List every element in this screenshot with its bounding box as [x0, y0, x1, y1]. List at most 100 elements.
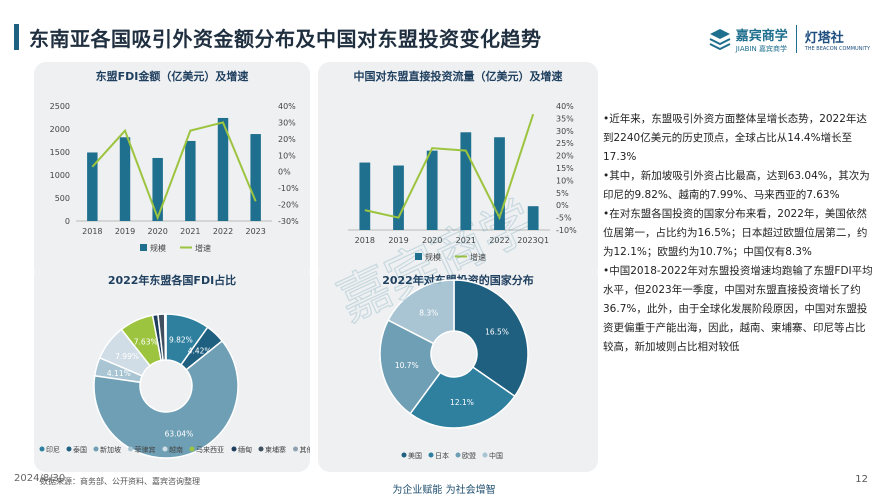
legend-label: 缅甸 [238, 445, 252, 454]
y-right-tick-label: 20% [278, 135, 296, 144]
slice-data-label: 8.3% [419, 309, 438, 318]
x-tick-label: 2022 [213, 227, 233, 236]
growth-line [364, 113, 535, 221]
y-left-tick-label: 500 [55, 194, 70, 203]
logo-divider [795, 25, 797, 53]
legend-swatch-scale [415, 253, 422, 260]
y-left-tick-label: 2000 [50, 125, 70, 134]
pie-slice [93, 339, 239, 459]
y-right-tick-label: 40% [278, 102, 296, 111]
bar [460, 132, 472, 230]
legend-label-growth: 增速 [470, 252, 486, 262]
y-right-tick-label: 15% [556, 164, 574, 173]
y-left-tick-label: 0 [65, 217, 70, 226]
x-tick-label: 2022 [489, 236, 509, 245]
footer-slogan: 为企业赋能 为社会增智 [392, 485, 496, 496]
page-title: 东南亚各国吸引外资金额分布及中国对东盟投资变化趋势 [29, 26, 542, 51]
legend-swatch [128, 446, 133, 452]
bar [152, 157, 163, 221]
y-right-tick-label: 30% [556, 127, 574, 136]
china-flow-chart-title: 中国对东盟直接投资流量（亿美元）及增速 [353, 70, 563, 83]
bar [119, 137, 131, 221]
title-row: 东南亚各国吸引外资金额分布及中国对东盟投资变化趋势 [14, 22, 542, 52]
legend-swatch [189, 446, 195, 452]
legend-swatch [455, 452, 461, 458]
y-left-tick-label: 2500 [50, 102, 70, 111]
y-left-tick-label: 1500 [50, 148, 70, 157]
fdi-share-chart: 9.82% 4.42% 63.04% 4.11% 7.99% 7.63% 印尼 泰国 新加坡 菲律… [39, 313, 311, 459]
legend-swatch [482, 452, 488, 458]
legend-label-scale: 规模 [425, 252, 441, 262]
y-right-tick-label: -10% [556, 226, 577, 235]
fdi-share-panel: 2022年东盟各国FDI占比 9.82% 4.42% 63.04% 4.11% 7.99… [34, 264, 310, 472]
x-tick-label: 2023 [245, 227, 265, 236]
y-right-tick-label: 40% [556, 102, 574, 111]
legend-label-scale: 规模 [150, 243, 166, 253]
bar [217, 117, 229, 221]
dengta-logo: 灯塔社 THE BEACON COMMUNITY [805, 27, 870, 52]
bar [494, 137, 505, 230]
fdi-panel: 东盟FDI金额（亿美元）及增速 0 500 1000 1500 2000 2500 -30%… [34, 62, 310, 280]
y-right-tick-label: 25% [556, 139, 574, 148]
legend-label-growth: 增速 [195, 243, 211, 253]
legend-label: 越南 [169, 445, 183, 454]
legend-label: 中国 [489, 451, 503, 460]
x-tick-label: 2020 [147, 227, 167, 236]
jiabin-logo-icon [709, 29, 731, 50]
analysis-notes: •近年来，东盟吸引外资方面整体呈增长态势，2022年达到2240亿美元的历史顶点… [603, 110, 875, 357]
jiabin-logo: 嘉宾商学 JIABIN 嘉宾商学 [708, 25, 788, 54]
bar [185, 140, 196, 221]
x-tick-label: 2019 [115, 227, 135, 236]
note-item: •中国2018-2022年对东盟投资增速均跑输了东盟FDI平均水平，但2023年… [603, 265, 873, 353]
x-tick-label: 2020 [422, 236, 442, 245]
pie-slice [409, 366, 516, 429]
jiabin-logo-text: 嘉宾商学 [735, 28, 788, 44]
legend-label: 其他 [300, 445, 311, 454]
dengta-logo-text: 灯塔社 [804, 30, 844, 46]
slice-data-label: 16.5% [485, 328, 509, 337]
y-right-tick-label: 0% [278, 168, 291, 177]
x-tick-label: 2018 [355, 236, 375, 245]
note-item: •在对东盟各国投资的国家分布来看，2022年，美国依然位居第一，占比约为16.5… [603, 208, 868, 258]
pie-slice [379, 319, 442, 415]
legend-label: 马来西亚 [196, 446, 224, 454]
growth-line [91, 121, 257, 221]
legend-swatch [293, 446, 298, 452]
legend-swatch [93, 446, 99, 452]
x-tick-label: 2021 [456, 236, 476, 245]
legend-label: 欧盟 [462, 451, 476, 460]
legend-label: 新加坡 [100, 445, 121, 454]
china-flow-panel: 中国对东盟直接投资流量（亿美元）及增速 -10% -5% 0% 5% 10% 15% 20%… [318, 62, 598, 280]
legend-label: 印尼 [46, 446, 60, 454]
y-right-tick-label: 5% [556, 189, 569, 198]
y-right-tick-label: -10% [278, 184, 299, 193]
x-tick-label: 2018 [82, 227, 102, 236]
legend-swatch [401, 452, 407, 458]
pie-slice [387, 279, 455, 345]
bar [87, 152, 98, 221]
y-right-tick-label: 30% [278, 118, 296, 127]
note-item: •近年来，东盟吸引外资方面整体呈增长态势，2022年达到2240亿美元的历史顶点… [603, 113, 867, 163]
china-dest-chart: 16.5% 12.1% 10.7% 8.3% 美国 日本 欧盟 中国 [379, 279, 529, 460]
y-right-tick-label: -5% [556, 214, 572, 223]
x-tick-label: 2021 [180, 227, 200, 236]
slice-data-label: 4.11% [107, 369, 131, 378]
fdi-chart: 0 500 1000 1500 2000 2500 -30% -20% -10% 0% 10% 20%… [50, 102, 299, 253]
footer-source: 数据来源：商务部、公开资料、嘉宾咨询整理 [40, 477, 200, 486]
jiabin-logo-subtext: JIABIN 嘉宾商学 [735, 44, 787, 53]
note-item: •其中，新加坡吸引外资占比最高，达到63.04%，其次为印尼的9.82%、越南的… [603, 170, 870, 201]
y-right-tick-label: -30% [278, 217, 299, 226]
legend-label: 柬埔寨 [265, 445, 286, 454]
bar [426, 150, 438, 230]
bar [527, 206, 539, 230]
slice-data-label: 7.63% [134, 337, 158, 346]
dengta-logo-subtext: THE BEACON COMMUNITY [804, 45, 870, 52]
footer-date: 2024/8/30 [14, 473, 66, 484]
title-accent-bar [14, 24, 19, 50]
y-right-tick-label: 10% [278, 151, 296, 160]
x-tick-label: 2023Q1 [517, 236, 549, 245]
y-right-tick-label: 20% [556, 152, 574, 161]
china-flow-chart: -10% -5% 0% 5% 10% 15% 20% 25% 30% 35% 40% 2018 2019… [348, 102, 577, 262]
x-tick-label: 2019 [388, 236, 408, 245]
legend-swatch [162, 446, 168, 452]
